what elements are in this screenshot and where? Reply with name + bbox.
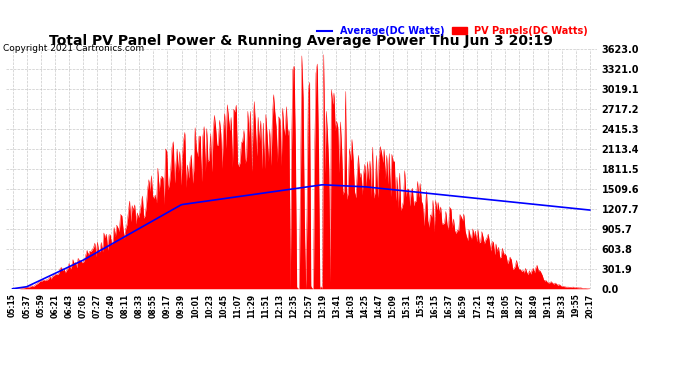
Text: Copyright 2021 Cartronics.com: Copyright 2021 Cartronics.com <box>3 44 145 52</box>
Title: Total PV Panel Power & Running Average Power Thu Jun 3 20:19: Total PV Panel Power & Running Average P… <box>49 34 553 48</box>
Legend: Average(DC Watts), PV Panels(DC Watts): Average(DC Watts), PV Panels(DC Watts) <box>313 22 592 40</box>
